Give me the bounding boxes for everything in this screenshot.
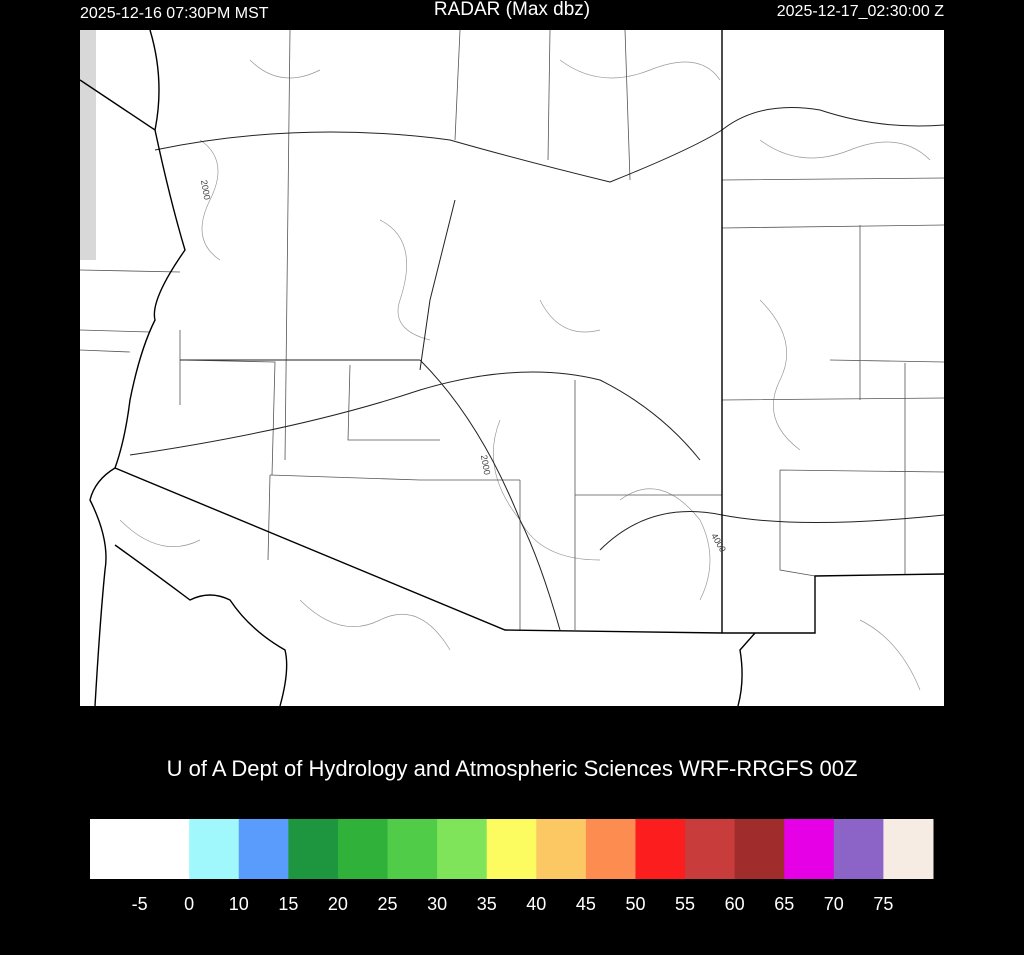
colorbar-tick-label: 20 <box>328 894 348 914</box>
color-swatch <box>90 819 190 879</box>
color-swatch <box>337 819 389 879</box>
color-swatch <box>685 819 736 879</box>
ocean-edge <box>80 30 96 260</box>
color-swatch <box>486 819 537 879</box>
colorbar-tick-label: 30 <box>427 894 447 914</box>
roads <box>129 107 945 631</box>
color-swatch <box>288 819 339 879</box>
map-background <box>80 30 944 706</box>
product-title: RADAR (Max dbz) <box>434 0 590 20</box>
valid-time-local: 2025-12-16 07:30PM MST <box>80 5 269 22</box>
color-swatch <box>734 819 785 879</box>
colorbar-tick-label: 65 <box>774 894 794 914</box>
color-swatch <box>784 819 835 879</box>
colorbar-tick-label: -5 <box>132 894 148 914</box>
color-swatch <box>387 819 438 879</box>
colorbar: -5 0 10 15 20 25 30 35 40 45 50 55 60 65 70 75 <box>90 819 934 914</box>
colorbar-tick-label: 0 <box>184 894 194 914</box>
colorbar-tick-label: 25 <box>378 894 398 914</box>
colorbar-tick-label: 10 <box>229 894 249 914</box>
colorbar-tick-label: 15 <box>278 894 298 914</box>
contour-label: 2000 <box>479 454 492 475</box>
credit: U of A Dept of Hydrology and Atmospheric… <box>167 756 858 781</box>
colorbar-tick-label: 60 <box>725 894 745 914</box>
valid-time-utc: 2025-12-17_02:30:00 Z <box>777 3 944 20</box>
color-swatch <box>833 819 884 879</box>
colorbar-tick-label: 50 <box>625 894 645 914</box>
color-swatch <box>238 819 289 879</box>
color-swatch <box>536 819 587 879</box>
colorbar-tick-label: 45 <box>576 894 596 914</box>
color-swatch <box>189 819 240 879</box>
county-lines <box>79 29 945 630</box>
boundaries <box>79 29 945 707</box>
colorbar-tick-label: 75 <box>873 894 893 914</box>
colorbar-tick-label: 70 <box>824 894 844 914</box>
colorbar-tick-label: 55 <box>675 894 695 914</box>
map: 2000 2000 4000 <box>79 29 945 707</box>
color-swatch <box>585 819 636 879</box>
color-swatch <box>635 819 686 879</box>
color-swatch <box>437 819 488 879</box>
color-swatch <box>883 819 934 879</box>
colorbar-tick-label: 35 <box>477 894 497 914</box>
contour-label: 2000 <box>199 179 212 200</box>
colorbar-tick-label: 40 <box>526 894 546 914</box>
